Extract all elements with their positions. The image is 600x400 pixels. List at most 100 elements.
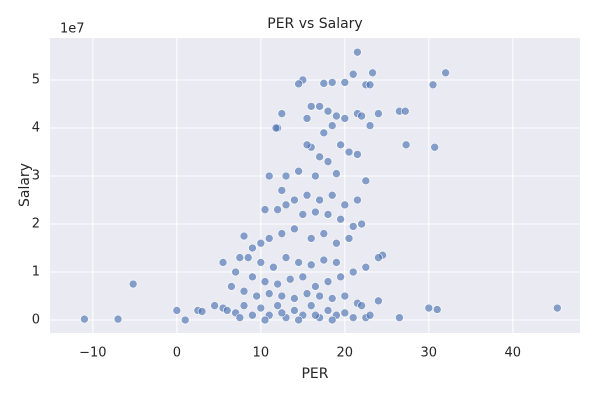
point — [235, 313, 245, 322]
point — [281, 171, 291, 181]
point — [294, 258, 303, 267]
point — [231, 267, 240, 277]
point — [298, 210, 308, 219]
point — [273, 205, 282, 214]
x-tick-label: 10 — [253, 346, 270, 361]
point — [340, 200, 350, 210]
point — [441, 68, 450, 78]
y-tick-label: 2 — [32, 217, 40, 232]
point — [210, 301, 219, 310]
point — [401, 140, 411, 150]
y-tick-label: 1 — [32, 265, 40, 280]
point — [256, 258, 266, 267]
x-tick-label: −10 — [79, 346, 106, 361]
point — [311, 282, 320, 291]
point — [430, 142, 439, 152]
point — [311, 171, 320, 181]
x-tick-label: 40 — [505, 346, 522, 361]
point — [260, 315, 270, 325]
point — [323, 210, 333, 219]
y-tick-label: 0 — [32, 313, 40, 328]
point — [285, 274, 295, 284]
point — [306, 102, 316, 111]
point — [290, 306, 299, 315]
point — [248, 243, 257, 253]
point — [353, 195, 362, 205]
point — [302, 140, 312, 150]
point — [243, 253, 253, 262]
point — [365, 310, 375, 320]
point — [302, 289, 312, 298]
point — [319, 255, 329, 265]
y-axis-label: Salary — [17, 163, 33, 207]
point — [315, 195, 324, 205]
point — [269, 262, 278, 272]
point — [277, 186, 287, 195]
point — [374, 109, 383, 118]
point — [277, 109, 287, 118]
point — [277, 291, 287, 301]
point — [340, 308, 350, 318]
point — [353, 150, 362, 159]
point — [340, 114, 350, 123]
point — [277, 308, 287, 318]
point — [327, 294, 337, 303]
point — [348, 69, 358, 79]
point — [248, 272, 257, 282]
point — [311, 310, 320, 320]
point — [348, 267, 358, 277]
point — [80, 314, 89, 324]
point — [302, 114, 312, 123]
point — [323, 157, 333, 166]
point — [357, 219, 366, 229]
point — [294, 79, 303, 89]
point — [290, 224, 299, 234]
point — [365, 80, 375, 90]
point — [344, 147, 354, 157]
point — [264, 234, 274, 243]
point — [332, 111, 341, 121]
point — [332, 169, 341, 178]
point — [368, 68, 377, 78]
y-tick-label: 5 — [32, 73, 40, 88]
point — [260, 277, 270, 286]
point — [319, 79, 329, 88]
point — [400, 106, 410, 116]
point — [302, 190, 312, 200]
x-tick-label: 30 — [421, 346, 438, 361]
point — [281, 253, 291, 262]
point — [348, 313, 358, 322]
point — [260, 205, 270, 214]
point — [264, 289, 274, 298]
point — [357, 301, 366, 310]
point — [239, 301, 249, 310]
point — [290, 195, 299, 205]
point — [395, 313, 404, 322]
point — [298, 272, 308, 282]
point — [332, 258, 341, 267]
point — [264, 171, 274, 181]
point — [327, 190, 337, 200]
point — [218, 258, 228, 267]
point — [374, 296, 383, 306]
point — [336, 272, 345, 282]
point — [235, 253, 245, 262]
point — [361, 176, 371, 186]
point — [315, 102, 324, 111]
point — [281, 200, 291, 210]
point — [113, 314, 123, 324]
x-axis-label: PER — [301, 366, 328, 382]
point — [311, 207, 320, 217]
point — [357, 111, 366, 121]
point — [432, 305, 442, 314]
chart-title: PER vs Salary — [267, 16, 362, 32]
point — [323, 106, 333, 116]
point — [336, 214, 345, 224]
point — [306, 260, 316, 270]
point — [348, 222, 358, 231]
point — [361, 262, 371, 272]
point — [353, 47, 362, 57]
point — [290, 294, 299, 303]
point — [332, 238, 341, 248]
point — [424, 303, 434, 313]
